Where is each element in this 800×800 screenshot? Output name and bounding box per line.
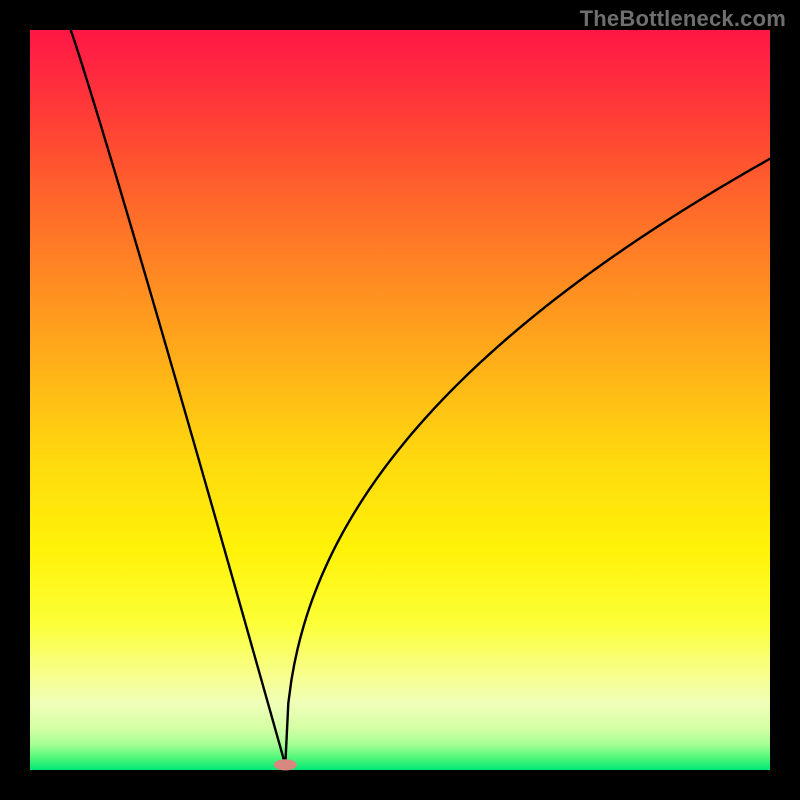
optimal-point-marker <box>274 759 297 770</box>
plot-area <box>30 30 770 770</box>
watermark-text: TheBottleneck.com <box>580 6 786 32</box>
bottleneck-chart <box>0 0 800 800</box>
